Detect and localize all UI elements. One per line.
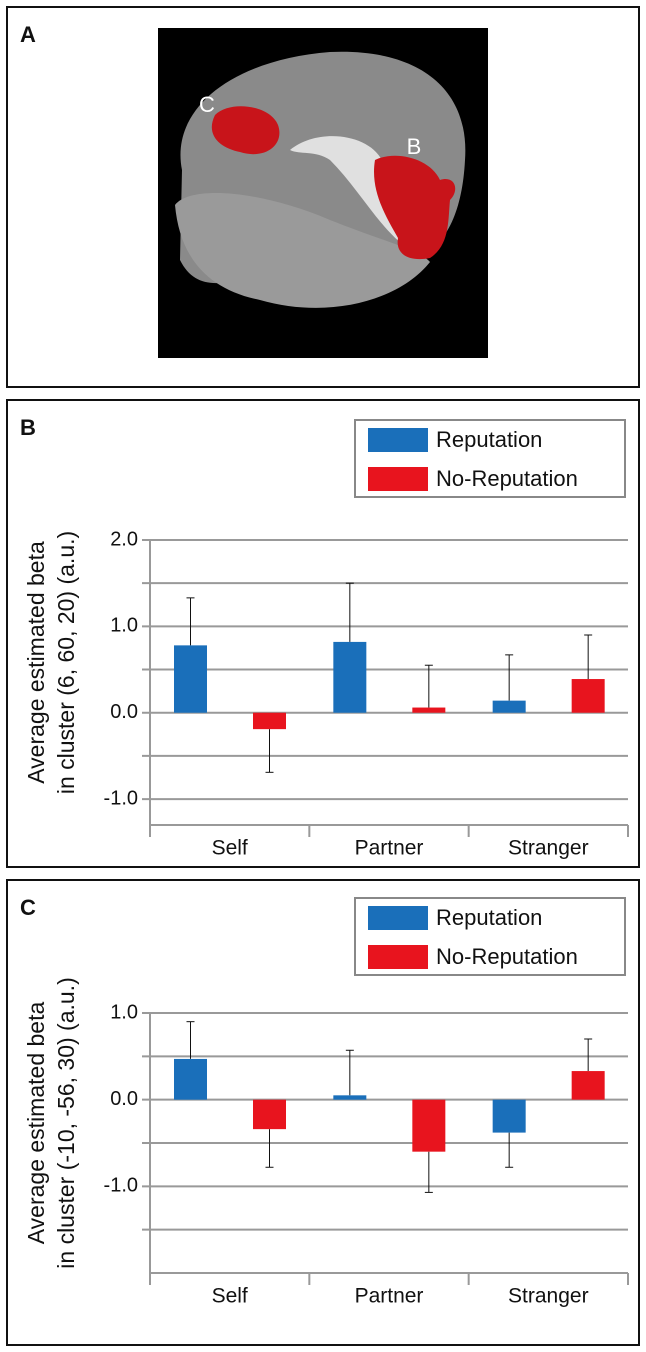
cluster-b (374, 155, 456, 260)
y-tick-label: 0.0 (110, 1088, 138, 1110)
y-tick-label: 1.0 (110, 1001, 138, 1023)
y-axis-title: Average estimated beta (23, 541, 49, 784)
bar (174, 1058, 207, 1100)
legend-label: Reputation (436, 905, 542, 930)
bar (412, 707, 446, 713)
x-tick-label: Partner (355, 1285, 424, 1308)
panel-label: A (20, 22, 36, 47)
panel-frame (6, 879, 640, 1346)
cerebellum (175, 193, 430, 308)
bar (571, 679, 605, 713)
y-tick-label: 2.0 (110, 528, 138, 550)
panel-frame (6, 6, 640, 388)
bar (333, 1095, 367, 1100)
cluster-c (211, 106, 280, 155)
region-label: B (407, 134, 422, 159)
y-axis-title: in cluster (-10, -56, 30) (a.u.) (53, 977, 79, 1268)
bar (492, 700, 526, 713)
bar (253, 712, 286, 730)
y-axis-title: in cluster (6, 60, 20) (a.u.) (53, 531, 79, 794)
bar (492, 1099, 526, 1133)
region-label: C (199, 92, 215, 117)
y-tick-label: -1.0 (104, 787, 138, 809)
legend-label: No-Reputation (436, 944, 578, 969)
x-tick-label: Stranger (508, 1285, 589, 1308)
legend-label: No-Reputation (436, 466, 578, 491)
legend-swatch (368, 428, 428, 452)
legend-swatch (368, 945, 428, 969)
y-tick-label: 0.0 (110, 701, 138, 723)
bar (253, 1099, 286, 1130)
bar (571, 1071, 605, 1100)
y-axis-title: Average estimated beta (23, 1002, 49, 1245)
x-tick-label: Partner (355, 837, 424, 860)
legend-swatch (368, 906, 428, 930)
panel-frame (6, 399, 640, 868)
bar (174, 645, 207, 713)
panel-label: C (20, 895, 36, 920)
bar (412, 1099, 446, 1152)
y-tick-label: 1.0 (110, 615, 138, 637)
bar (333, 641, 367, 713)
x-tick-label: Self (212, 1285, 248, 1308)
y-tick-label: -1.0 (104, 1175, 138, 1197)
legend-swatch (368, 467, 428, 491)
brain-image: C B (158, 28, 488, 358)
panel-label: B (20, 415, 36, 440)
x-tick-label: Self (212, 837, 248, 860)
legend-label: Reputation (436, 427, 542, 452)
x-tick-label: Stranger (508, 837, 589, 860)
